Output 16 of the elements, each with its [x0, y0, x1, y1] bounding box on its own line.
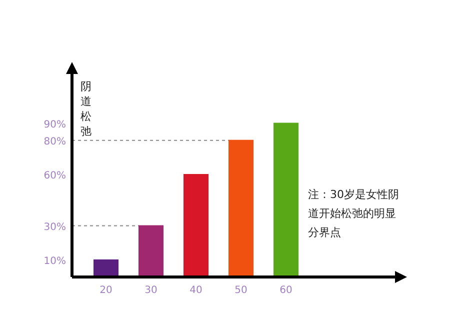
- bar: [274, 122, 298, 278]
- y-axis-title: 阴道松弛: [80, 80, 92, 138]
- y-tick-label: 60%: [44, 170, 66, 182]
- y-tick-label: 10%: [44, 256, 66, 267]
- bar: [228, 140, 254, 278]
- y-tick-label: 30%: [44, 222, 66, 233]
- bar: [138, 225, 164, 278]
- x-tick-label: 60: [280, 285, 292, 296]
- x-tick-label: 50: [234, 285, 248, 296]
- y-tick-label: 90%: [44, 119, 66, 130]
- y-tick-label: 80%: [44, 136, 66, 148]
- x-tick-label: 20: [100, 285, 112, 296]
- annotation: 注：30岁是女性阴道开始松弛的明显分界点: [308, 187, 400, 241]
- bar: [184, 174, 208, 278]
- x-tick-label: 30: [144, 285, 158, 296]
- x-tick-label: 40: [190, 285, 202, 296]
